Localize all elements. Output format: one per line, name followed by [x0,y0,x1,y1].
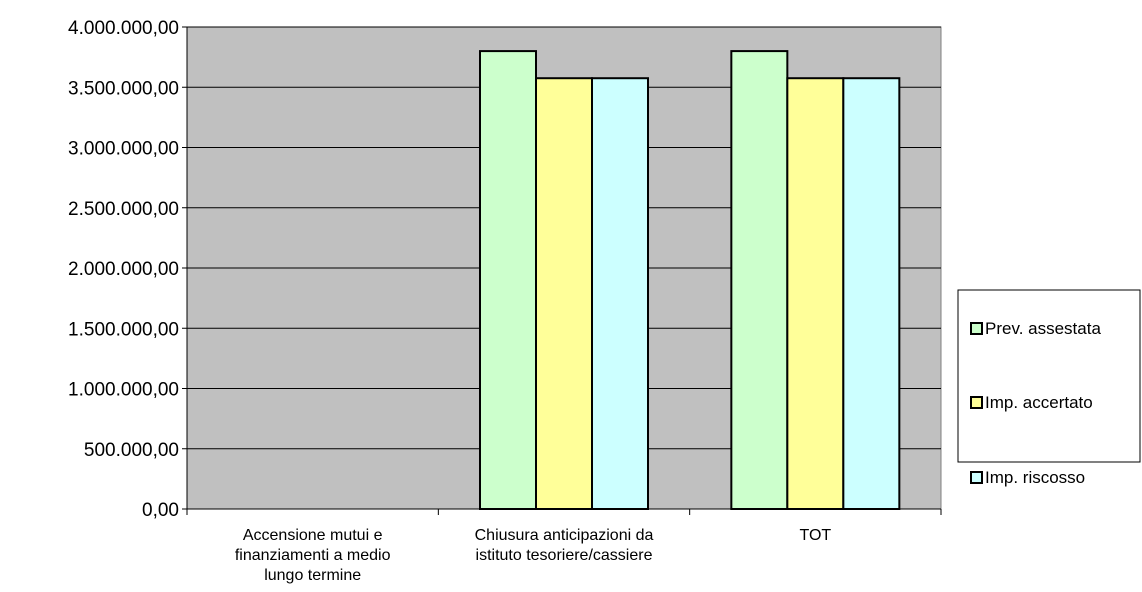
y-tick-label: 4.000.000,00 [68,18,179,39]
legend-label: Imp. riscosso [985,468,1085,487]
bar [535,77,593,511]
x-category-label: Chiusura anticipazioni da istituto tesori… [475,527,654,564]
y-tick-label: 2.500.000,00 [68,199,179,220]
axes [182,26,942,515]
legend-label: Prev. assestata [985,319,1101,338]
bar-series [479,50,901,511]
y-tick-label: 1.500.000,00 [68,319,179,340]
y-tick-label: 2.000.000,00 [68,259,179,280]
x-category-label: TOT [799,527,831,544]
bar [786,77,845,511]
bar [730,50,789,510]
y-tick-label: 3.000.000,00 [68,139,179,160]
legend-box [957,289,1141,463]
y-tick-label: 3.500.000,00 [68,78,179,99]
bar [479,50,537,510]
x-category-label: Accensione mutui e finanziamenti a medio l… [235,527,391,584]
legend: Prev. assestata Imp. accertato Imp. riscos… [957,289,1141,487]
bar [842,77,901,511]
y-axis-tick-labels: 0,00 500.000,00 1.000.000,00 1.500.000,00 2.… [68,18,179,521]
bar [591,77,649,511]
legend-label: Imp. accertato [985,393,1093,412]
y-tick-label: 500.000,00 [84,440,179,461]
legend-swatch [970,322,983,335]
legend-swatch [970,471,983,484]
y-tick-label: 1.000.000,00 [68,380,179,401]
y-tick-label: 0,00 [142,500,179,521]
x-axis-category-labels: Accensione mutui e finanziamenti a medio l… [235,527,832,584]
legend-swatch [970,396,983,409]
